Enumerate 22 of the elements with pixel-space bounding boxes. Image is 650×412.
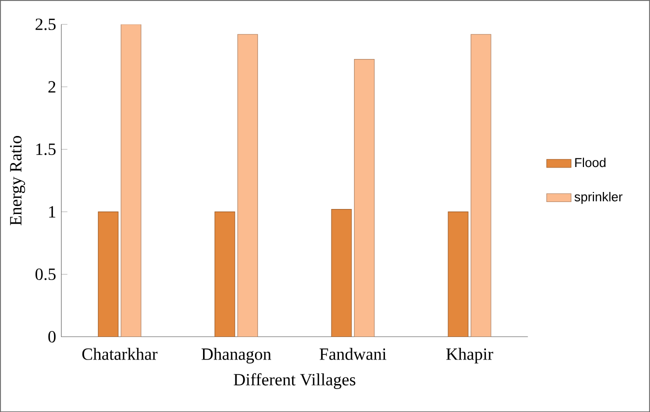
bar xyxy=(214,211,236,337)
x-tick-label: Chatarkhar xyxy=(82,348,158,360)
y-tick-label: 1 xyxy=(49,206,56,218)
bar xyxy=(470,34,492,337)
x-axis-title: Different Villages xyxy=(234,373,356,389)
x-tick-label: Dhanagon xyxy=(202,348,272,364)
y-axis-title: Energy Ratio xyxy=(10,136,26,226)
bar xyxy=(237,34,258,337)
y-tick-label: 0 xyxy=(48,330,56,342)
y-tick-label: 0.5 xyxy=(36,268,56,280)
x-tick-label: Khapir xyxy=(446,348,494,364)
legend-label: sprinkler xyxy=(574,192,622,204)
bar xyxy=(331,208,352,337)
y-tick-label: 2.5 xyxy=(36,18,56,30)
bar xyxy=(448,211,468,337)
y-tick-label: 2 xyxy=(48,81,56,92)
bar xyxy=(98,211,118,337)
x-tick-label: Fandwani xyxy=(320,348,386,360)
bar xyxy=(354,58,375,337)
y-tick-label: 1.5 xyxy=(36,143,56,155)
bar xyxy=(120,24,142,337)
legend-label: Flood xyxy=(575,158,606,168)
